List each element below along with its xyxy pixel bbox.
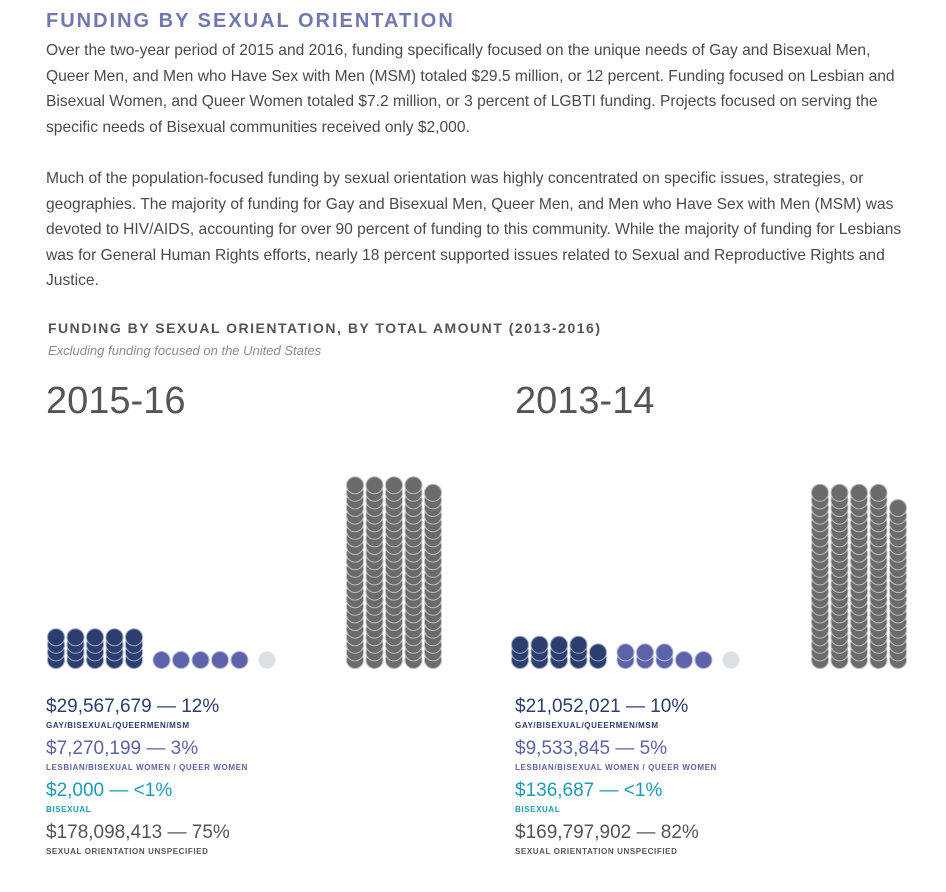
- coin-bisexual: [258, 651, 276, 669]
- legend-label: SEXUAL ORIENTATION UNSPECIFIED: [515, 847, 678, 856]
- legend-item-bisexual: $136,687 — <1% BISEXUAL: [515, 779, 717, 814]
- coin-lesbian-bisexual-queer-women: [655, 643, 674, 662]
- chart-title: FUNDING BY SEXUAL ORIENTATION, BY TOTAL …: [48, 320, 602, 336]
- legend-item-bisexual: $2,000 — <1% BISEXUAL: [46, 779, 248, 814]
- coin-gay-bisexual-queer-men-msm: [569, 635, 588, 654]
- coin-orientation-unspecified: [869, 483, 888, 502]
- coin-lesbian-bisexual-queer-women: [172, 651, 190, 669]
- coin-lesbian-bisexual-queer-women: [230, 651, 249, 669]
- chart-subtitle: Excluding funding focused on the United …: [48, 343, 322, 358]
- coin-lesbian-bisexual-queer-women: [636, 643, 654, 662]
- coin-gay-bisexual-queer-men-msm: [125, 628, 143, 647]
- coin-gay-bisexual-queer-men-msm: [105, 628, 124, 647]
- coin-gay-bisexual-queer-men-msm: [86, 628, 104, 647]
- coin-orientation-unspecified: [830, 483, 849, 502]
- legend-value: $9,533,845 — 5%: [515, 738, 668, 759]
- coin-orientation-unspecified: [385, 476, 403, 495]
- coin-gay-bisexual-queer-men-msm: [47, 628, 65, 647]
- legend-item-unspecified: $169,797,902 — 82% SEXUAL ORIENTATION UN…: [515, 821, 717, 856]
- legend-value: $7,270,199 — 3%: [46, 738, 199, 759]
- section-title: FUNDING BY SEXUAL ORIENTATION: [46, 10, 455, 32]
- legend-label: BISEXUAL: [515, 805, 561, 814]
- legend-item-lesbian: $9,533,845 — 5% LESBIAN/BISEXUAL WOMEN /…: [515, 737, 717, 772]
- coin-gay-bisexual-queer-men-msm: [530, 635, 549, 654]
- legend-item-unspecified: $178,098,413 — 75% SEXUAL ORIENTATION UN…: [46, 821, 248, 856]
- legend-2015-16: $29,567,679 — 12% GAY/BISEXUAL/QUEERMEN/…: [46, 695, 248, 856]
- detail-paragraph: Much of the population-focused funding b…: [46, 170, 902, 289]
- legend-label: SEXUAL ORIENTATION UNSPECIFIED: [46, 847, 209, 856]
- coin-lesbian-bisexual-queer-women: [694, 651, 713, 669]
- legend-value: $169,797,902 — 82%: [515, 822, 699, 843]
- legend-value: $136,687 — <1%: [515, 780, 663, 801]
- legend-value: $21,052,021 — 10%: [515, 696, 689, 717]
- legend-label: LESBIAN/BISEXUAL WOMEN / QUEER WOMEN: [46, 763, 248, 772]
- coin-bisexual: [722, 651, 740, 669]
- intro-paragraph: Over the two-year period of 2015 and 201…: [46, 42, 895, 136]
- legend-label: BISEXUAL: [46, 805, 92, 814]
- legend-item-lesbian: $7,270,199 — 3% LESBIAN/BISEXUAL WOMEN /…: [46, 737, 248, 772]
- coin-lesbian-bisexual-queer-women: [152, 651, 171, 669]
- legend-item-gay: $21,052,021 — 10% GAY/BISEXUAL/QUEERMEN/…: [515, 695, 717, 730]
- legend-value: $29,567,679 — 12%: [46, 696, 220, 717]
- coin-lesbian-bisexual-queer-women: [191, 651, 210, 669]
- legend-label: GAY/BISEXUAL/QUEERMEN/MSM: [46, 721, 190, 730]
- coin-orientation-unspecified: [850, 483, 868, 502]
- coin-lesbian-bisexual-queer-women: [211, 651, 229, 669]
- period-label-2013-14: 2013-14: [515, 380, 655, 422]
- legend-value: $2,000 — <1%: [46, 780, 173, 801]
- legend-label: GAY/BISEXUAL/QUEERMEN/MSM: [515, 721, 659, 730]
- coin-gay-bisexual-queer-men-msm: [550, 635, 568, 654]
- legend-value: $178,098,413 — 75%: [46, 822, 230, 843]
- legend-item-gay: $29,567,679 — 12% GAY/BISEXUAL/QUEERMEN/…: [46, 695, 248, 730]
- coin-orientation-unspecified: [889, 499, 907, 517]
- coin-lesbian-bisexual-queer-women: [675, 651, 693, 669]
- coin-gay-bisexual-queer-men-msm: [589, 643, 607, 662]
- coin-gay-bisexual-queer-men-msm: [511, 635, 529, 654]
- coin-orientation-unspecified: [365, 476, 384, 495]
- coin-orientation-unspecified: [346, 476, 364, 495]
- coin-lesbian-bisexual-queer-women: [616, 643, 635, 662]
- period-label-2015-16: 2015-16: [46, 380, 186, 422]
- legend-2013-14: $21,052,021 — 10% GAY/BISEXUAL/QUEERMEN/…: [515, 695, 717, 856]
- legend-label: LESBIAN/BISEXUAL WOMEN / QUEER WOMEN: [515, 763, 717, 772]
- coin-orientation-unspecified: [424, 483, 442, 502]
- coin-orientation-unspecified: [811, 483, 829, 502]
- coin-gay-bisexual-queer-men-msm: [66, 628, 85, 647]
- coin-orientation-unspecified: [404, 476, 423, 495]
